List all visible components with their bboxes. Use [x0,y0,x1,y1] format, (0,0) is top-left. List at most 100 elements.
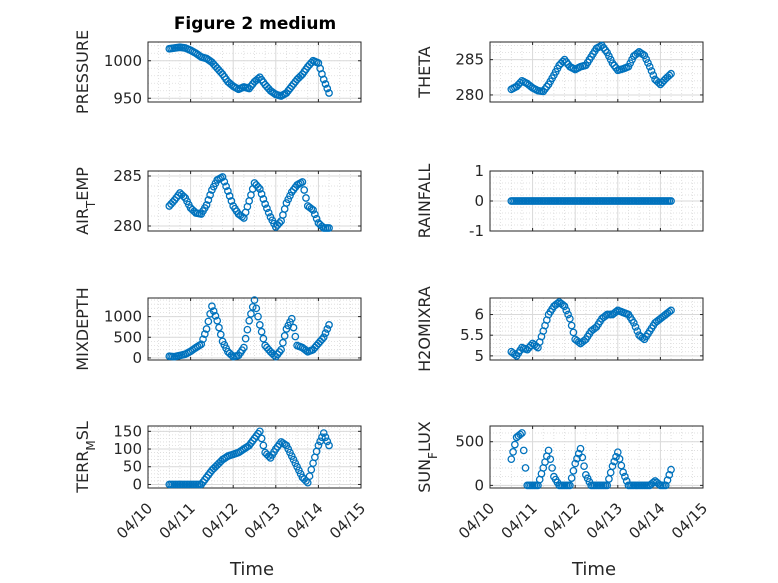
y-axis-label: RAINFALL [415,164,434,239]
data-point [323,84,332,93]
data-point [240,343,248,352]
data-point [510,440,519,449]
y-tick-label: 280 [455,86,484,104]
y-axis-label: AIRTEMP [73,167,98,235]
y-axis-label-main: RAINFALL [415,164,434,239]
y-tick-label: 0 [474,476,484,494]
data-point [227,351,236,359]
data-point [321,80,330,88]
data-point [509,448,517,456]
y-axis-label-main: MIXDEPTH [73,287,92,370]
data-point [325,441,333,450]
data-point [667,197,675,205]
data-point [629,318,638,327]
data-point [250,296,259,304]
data-point [255,185,264,193]
data-point [202,325,211,333]
data-point [314,441,323,450]
data-point [287,314,296,323]
data-point [264,452,273,460]
y-axis-label-main: THETA [415,46,434,98]
y-axis-label-main: SUN [415,459,434,493]
data-point [200,330,209,338]
data-point [289,323,298,332]
data-point [245,316,254,325]
data-point [318,433,326,442]
subplot-3: 280 285 AIRTEMP [73,167,362,235]
data-point [259,441,268,450]
y-tick-label: 0 [474,192,484,210]
data-point [319,333,328,342]
data-point [286,191,294,200]
data-point [638,50,647,59]
data-point [259,334,268,343]
data-point [220,177,229,186]
axes-box [147,170,362,232]
y-tick-label: 5.5 [460,326,484,344]
data-point [608,462,617,471]
data-point [264,208,273,217]
data-point [282,199,291,207]
y-tick-label: 280 [113,217,142,235]
data-point [307,204,316,213]
y-tick-label: 6 [474,306,484,324]
data-point [309,206,317,214]
data-point [298,178,307,186]
y-tick-label: 1 [474,162,484,180]
y-tick-label: 285 [455,51,484,69]
data-point [302,477,310,485]
data-point [321,433,330,442]
y-tick-label: 950 [113,89,142,107]
y-tick-label: 285 [113,167,142,185]
y-axis-label-tail: EMP [73,167,92,201]
data-point [615,455,624,463]
x-axis-label-left: Time [229,559,274,580]
y-axis-label: THETA [415,46,434,98]
data-point [325,89,333,97]
data-point [316,437,325,446]
data-point [617,461,626,470]
data-point [560,302,569,311]
data-point [261,200,269,208]
y-axis-label-tail: SL [73,421,92,440]
data-point [631,323,640,331]
y-tick-label: 100 [113,440,142,458]
data-point [516,430,525,439]
y-tick-label: 1000 [104,52,142,70]
data-point [569,466,578,475]
data-point [216,330,225,339]
data-point [521,464,530,472]
data-point [510,350,519,359]
data-point [227,197,236,205]
data-point [567,321,576,330]
data-point [254,74,262,83]
y-axis-label: PRESSURE [73,30,92,114]
y-tick-label: 500 [455,433,484,451]
y-tick-label: -1 [469,222,484,240]
data-point [211,312,220,320]
data-point [644,59,652,67]
subplot-2: 280 285 THETA [415,41,704,104]
subplot-1: 950 1000 PRESSURE [73,30,362,114]
y-axis-label-sub: T [84,200,98,209]
data-point [325,224,333,232]
y-axis-label-tail: LUX [415,421,434,452]
data-point [247,309,255,318]
y-axis-label-main: TERR [73,451,92,494]
data-point [516,78,525,87]
data-point [612,307,620,316]
data-point [224,187,232,195]
data-point [243,325,252,334]
data-point [206,191,214,199]
data-point [215,323,223,332]
subplot-6: 5 5.5 6 H2OMIXRA [415,286,704,372]
subplot-4: -1 0 1 RAINFALL [415,162,704,240]
y-axis-label-sub: M [84,440,98,450]
subplot-5: 0 500 1000 MIXDEPTH [73,287,362,371]
data-point [197,340,206,349]
data-point [562,306,571,315]
data-point [307,58,316,67]
data-point [647,67,656,75]
data-point [254,183,262,191]
